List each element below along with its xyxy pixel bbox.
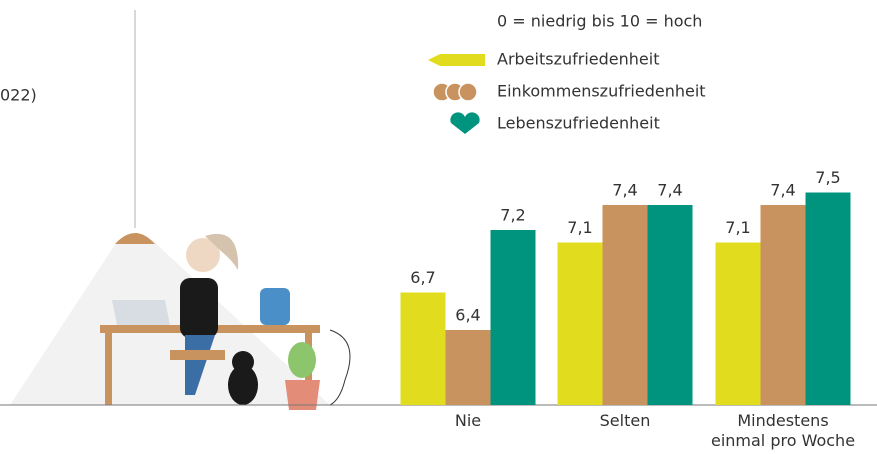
legend-label: Arbeitszufriedenheit bbox=[497, 50, 659, 69]
x-tick-label: Mindestens einmal pro Woche bbox=[711, 411, 855, 450]
value-label: 6,4 bbox=[455, 306, 480, 325]
caption: 022) bbox=[0, 86, 37, 105]
x-tick-label-line: Nie bbox=[455, 411, 481, 430]
legend-icon bbox=[450, 112, 480, 134]
bar bbox=[805, 192, 851, 405]
bar bbox=[647, 205, 693, 405]
value-label: 7,2 bbox=[500, 206, 525, 225]
value-label: 7,4 bbox=[612, 181, 637, 200]
x-tick-label-line: Selten bbox=[600, 411, 651, 430]
legend-label: Lebenszufriedenheit bbox=[497, 114, 660, 133]
value-label: 7,5 bbox=[815, 168, 840, 187]
value-label: 7,4 bbox=[657, 181, 682, 200]
value-label: 6,7 bbox=[410, 268, 435, 287]
x-tick-label: Nie bbox=[455, 411, 481, 430]
value-label: 7,1 bbox=[725, 218, 750, 237]
bar bbox=[400, 292, 446, 405]
bar bbox=[445, 330, 491, 405]
x-tick-label-line: einmal pro Woche bbox=[711, 431, 855, 450]
illustration bbox=[10, 10, 351, 410]
legend-icon bbox=[458, 82, 478, 102]
legend-label: Einkommenszufriedenheit bbox=[497, 82, 706, 101]
legend-title: 0 = niedrig bis 10 = hoch bbox=[497, 12, 702, 31]
x-tick-label: Selten bbox=[600, 411, 651, 430]
bar bbox=[760, 205, 806, 405]
legend-icon bbox=[428, 54, 485, 66]
bar bbox=[557, 242, 603, 405]
bar bbox=[602, 205, 648, 405]
bar bbox=[715, 242, 761, 405]
x-tick-label-line: Mindestens bbox=[737, 411, 828, 430]
bar bbox=[490, 230, 536, 405]
value-label: 7,1 bbox=[567, 218, 592, 237]
value-label: 7,4 bbox=[770, 181, 795, 200]
